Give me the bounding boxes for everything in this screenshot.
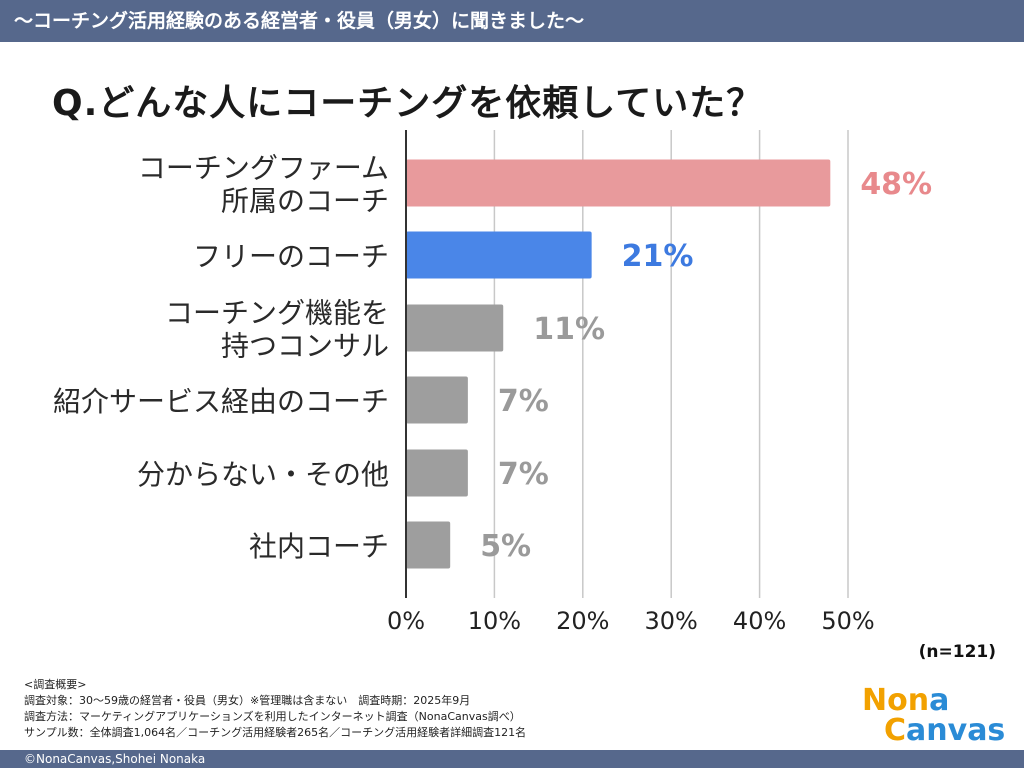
question-title: Q.どんな人にコーチングを依頼していた？: [52, 83, 764, 124]
footer-bar: ©NonaCanvas,Shohei Nonaka: [0, 750, 1024, 768]
category-label-1-line-1: コーチングファーム: [138, 152, 389, 185]
top-banner: 〜コーチング活用経験のある経営者・役員（男女）に聞きました〜: [0, 0, 1024, 42]
notes-heading: <調査概要>: [24, 678, 87, 691]
bar-5: [406, 449, 468, 497]
x-tick-label-20: 20%: [556, 607, 609, 635]
x-tick-label-10: 10%: [468, 607, 521, 635]
bar-chart: 48% 21% 11% 7% 7% 5% コーチングファーム所属のコーチフリーのコーチコーチ…: [53, 130, 932, 635]
category-label-4: 紹介サービス経由のコーチ: [53, 385, 389, 418]
x-tick-label-0: 0%: [387, 607, 425, 635]
notes-samples: サンプル数：全体調査1,064名／コーチング活用経験者265名／コーチング活用経…: [24, 726, 527, 739]
logo-line-1: Nona: [862, 683, 950, 718]
bar-6: [406, 521, 451, 569]
category-label-3-line-1: コーチング機能を: [165, 297, 389, 330]
notes-method: 調査方法：マーケティングアプリケーションズを利用したインターネット調査（Nona…: [24, 710, 521, 723]
category-label-5: 分からない・その他: [137, 458, 389, 491]
value-label-1: 48%: [860, 167, 932, 202]
category-label-6: 社内コーチ: [249, 530, 389, 563]
x-tick-label-50: 50%: [821, 607, 874, 635]
bar-4: [406, 376, 468, 424]
category-label-1-line-2: 所属のコーチ: [221, 185, 389, 218]
x-tick-label-40: 40%: [733, 607, 786, 635]
nonacanvas-logo: Nona Canvas: [862, 686, 1012, 748]
value-label-3: 11%: [533, 312, 605, 347]
bar-2: [406, 231, 592, 279]
bar-1: [406, 159, 831, 207]
value-label-6: 5%: [480, 529, 531, 564]
value-label-2: 21%: [622, 239, 694, 274]
category-label-3-line-2: 持つコンサル: [221, 330, 389, 363]
banner-text: 〜コーチング活用経験のある経営者・役員（男女）に聞きました〜: [14, 10, 585, 32]
copyright-text: ©NonaCanvas,Shohei Nonaka: [24, 752, 206, 766]
survey-notes: <調査概要> 調査対象：30〜59歳の経営者・役員（男女）※管理職は含まない 調…: [24, 677, 526, 741]
value-label-4: 7%: [498, 384, 549, 419]
category-label-2: フリーのコーチ: [193, 240, 389, 273]
notes-target: 調査対象：30〜59歳の経営者・役員（男女）※管理職は含まない 調査時期：202…: [24, 694, 471, 707]
logo-line-2: Canvas: [884, 713, 1006, 748]
x-tick-label-30: 30%: [645, 607, 698, 635]
value-label-5: 7%: [498, 457, 549, 492]
bar-3: [406, 304, 504, 352]
sample-size-label: (n=121): [918, 642, 996, 662]
